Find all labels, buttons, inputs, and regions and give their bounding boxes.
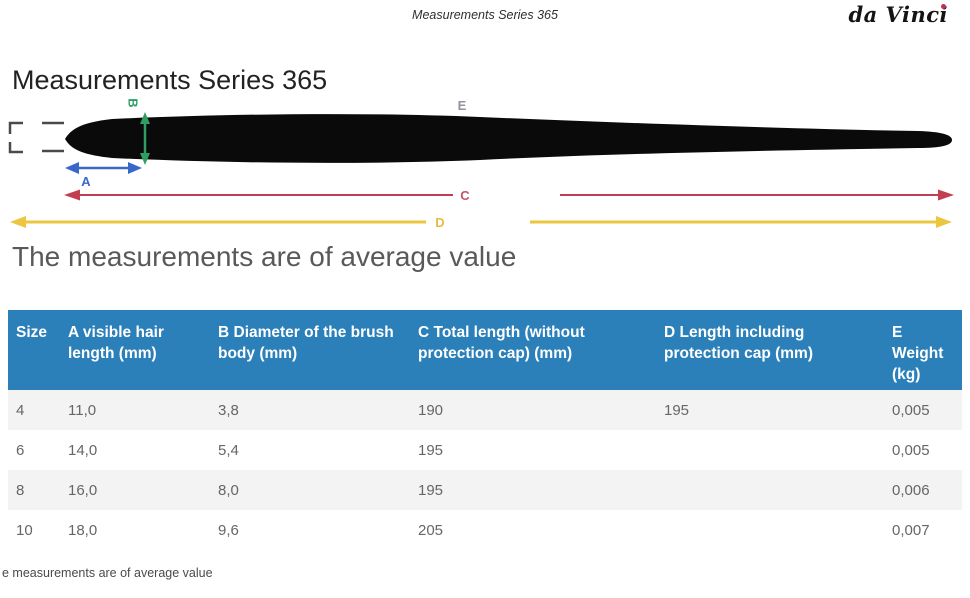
column-header-d-length-with-cap: D Length including protection cap (mm) (656, 310, 884, 390)
cell-total-length: 195 (418, 481, 444, 499)
cell-hair-length: 11,0 (68, 401, 97, 419)
measure-arrow-d (10, 216, 952, 228)
measure-label-d: D (435, 215, 444, 230)
brush-silhouette (65, 114, 952, 163)
measure-label-c: C (460, 188, 470, 203)
column-header-b-diameter: B Diameter of the brush body (mm) (210, 310, 410, 390)
brand-logo-red-dot-icon (941, 4, 946, 9)
column-header-e-weight: E Weight (kg) (884, 310, 962, 390)
document-header-title: Measurements Series 365 (412, 8, 558, 22)
measure-label-a: A (81, 174, 91, 189)
measure-arrow-b (140, 112, 150, 165)
brand-logo: da Vinci (848, 2, 948, 27)
brand-logo-text: da Vinci (848, 2, 948, 27)
table-row: 8 16,0 8,0 195 0,006 (8, 470, 962, 510)
cell-weight: 0,006 (892, 481, 930, 499)
cell-length-with-cap (656, 430, 884, 470)
column-header-c-total-length: C Total length (without protection cap) … (410, 310, 656, 390)
measure-arrow-a (65, 162, 142, 174)
cell-diameter: 9,6 (218, 521, 239, 539)
column-header-a-hair-length: A visible hair length (mm) (60, 310, 210, 390)
cell-size: 8 (16, 481, 25, 499)
cell-weight: 0,007 (892, 521, 930, 539)
cell-size: 4 (16, 401, 25, 419)
cell-hair-length: 16,0 (68, 481, 98, 499)
cell-length-with-cap (656, 470, 884, 510)
cell-size: 6 (16, 441, 25, 459)
measure-arrow-c (64, 189, 954, 201)
cell-weight: 0,005 (892, 401, 930, 419)
table-header-row: Size A visible hair length (mm) B Diamet… (8, 310, 962, 390)
table-row: 10 18,0 9,6 205 0,007 (8, 510, 962, 550)
cell-total-length: 195 (418, 441, 444, 459)
cell-diameter: 8,0 (218, 481, 239, 499)
column-header-size: Size (8, 310, 60, 390)
cell-weight: 0,005 (892, 441, 930, 459)
cell-size: 10 (16, 521, 33, 539)
table-row: 6 14,0 5,4 195 0,005 (8, 430, 962, 470)
page-subtitle: The measurements are of average value (12, 241, 517, 272)
cell-diameter: 5,4 (218, 441, 239, 459)
cell-diameter: 3,8 (218, 401, 239, 419)
page-title: Measurements Series 365 (12, 65, 328, 96)
footer-note: e measurements are of average value (2, 566, 213, 580)
measure-label-b: B (126, 98, 141, 107)
cell-length-with-cap: 195 (664, 401, 690, 419)
cell-total-length: 190 (418, 401, 444, 419)
measure-label-e: E (458, 98, 467, 113)
cell-total-length: 205 (418, 521, 444, 539)
protection-cap-dashed-outline (8, 121, 64, 154)
cell-hair-length: 18,0 (68, 521, 98, 539)
cell-hair-length: 14,0 (68, 441, 98, 459)
table-row: 4 11,0 3,8 190 195 0,005 (8, 390, 962, 430)
cell-length-with-cap (656, 510, 884, 550)
measurements-table: Size A visible hair length (mm) B Diamet… (8, 310, 962, 550)
